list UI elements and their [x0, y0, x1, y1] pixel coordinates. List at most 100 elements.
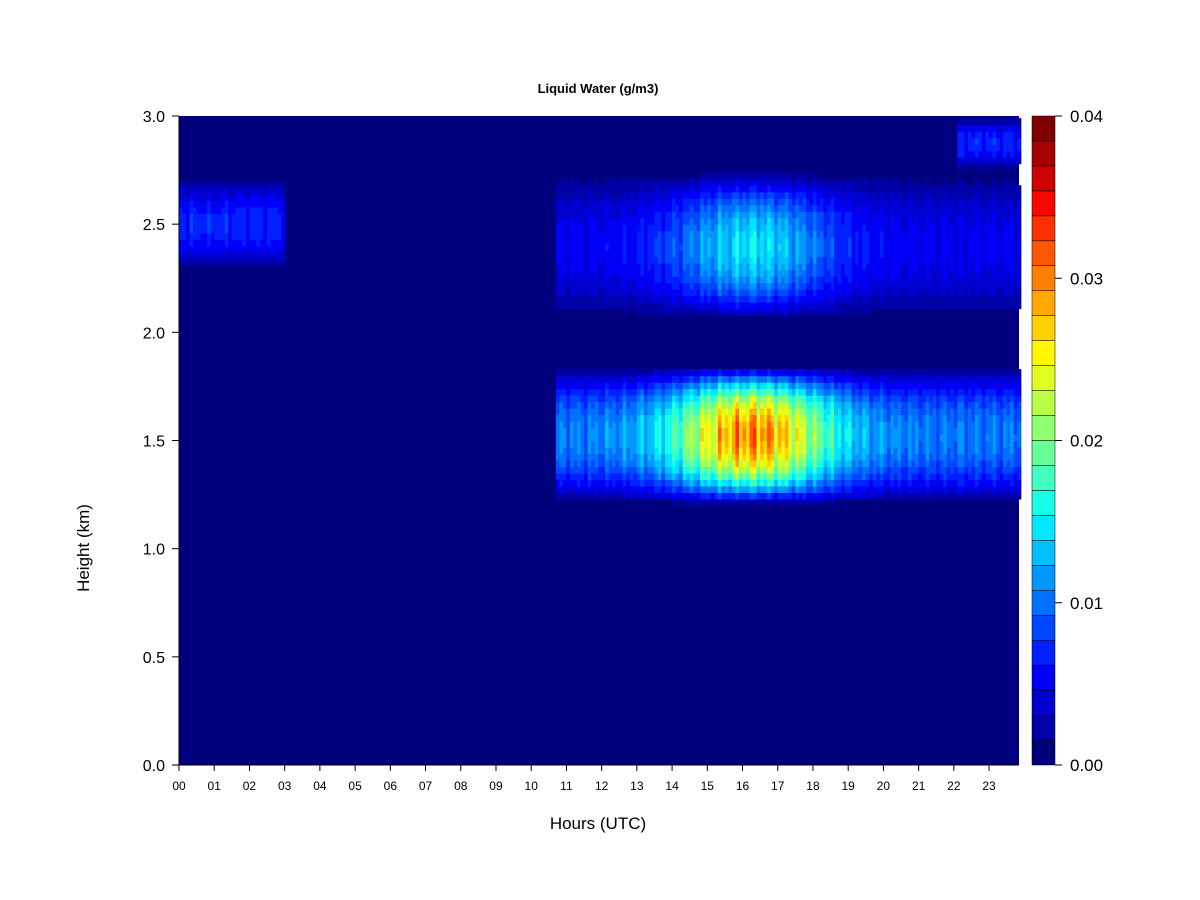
heatmap-cell	[569, 224, 575, 232]
heatmap-cell	[770, 466, 775, 474]
heatmap-cell	[932, 217, 937, 225]
heatmap-cell	[774, 492, 779, 500]
heatmap-cell	[559, 408, 564, 416]
heatmap-cell	[707, 237, 712, 245]
heatmap-cell	[608, 472, 613, 481]
heatmap-cell	[890, 302, 895, 310]
heatmap-cell	[721, 421, 726, 429]
heatmap-cell	[608, 243, 613, 251]
heatmap-cell	[640, 453, 645, 461]
heatmap-cell	[703, 472, 708, 481]
heatmap-cell	[263, 187, 268, 195]
heatmap-cell	[584, 217, 589, 225]
heatmap-cell	[974, 211, 980, 219]
heatmap-cell	[753, 388, 758, 396]
heatmap-cell	[619, 382, 624, 390]
heatmap-cell	[203, 258, 208, 266]
heatmap-cell	[982, 269, 987, 277]
heatmap-cell	[774, 224, 779, 232]
heatmap-cell	[830, 446, 835, 455]
heatmap-cell	[605, 421, 610, 429]
heatmap-cell	[742, 459, 747, 468]
heatmap-cell	[696, 427, 701, 435]
heatmap-cell	[834, 243, 839, 251]
heatmap-cell	[781, 427, 786, 435]
heatmap-cell	[915, 237, 920, 245]
heatmap-cell	[696, 224, 701, 232]
heatmap-cell	[594, 276, 599, 284]
heatmap-cell	[598, 414, 603, 422]
heatmap-cell	[823, 459, 828, 468]
heatmap-cell	[879, 198, 885, 206]
heatmap-cell	[629, 414, 634, 422]
heatmap-cell	[946, 191, 951, 199]
heatmap-cell	[915, 295, 920, 303]
heatmap-cell	[756, 382, 761, 390]
heatmap-cell	[830, 382, 835, 390]
heatmap-cell	[675, 434, 680, 442]
heatmap-cell	[238, 187, 243, 195]
heatmap-cell	[224, 180, 229, 188]
heatmap-cell	[731, 224, 737, 232]
heatmap-cell	[601, 434, 606, 442]
heatmap-cell	[555, 191, 560, 199]
heatmap-cell	[812, 224, 818, 232]
heatmap-cell	[735, 256, 740, 264]
heatmap-cell	[559, 269, 564, 277]
heatmap-cell	[679, 191, 684, 199]
heatmap-cell	[700, 237, 705, 245]
heatmap-cell	[798, 289, 803, 297]
heatmap-cell	[686, 211, 691, 219]
heatmap-cell	[834, 308, 839, 316]
heatmap-cell	[267, 252, 272, 260]
heatmap-cell	[562, 237, 568, 245]
heatmap-cell	[735, 395, 740, 403]
heatmap-cell	[598, 211, 603, 219]
heatmap-cell	[922, 295, 927, 303]
heatmap-cell	[978, 191, 983, 199]
heatmap-cell	[707, 191, 712, 199]
heatmap-cell	[686, 295, 691, 303]
heatmap-cell	[974, 256, 980, 264]
heatmap-cell	[918, 256, 923, 264]
heatmap-cell	[904, 230, 909, 238]
heatmap-cell	[256, 219, 261, 227]
heatmap-cell	[724, 421, 730, 429]
heatmap-cell	[700, 388, 705, 396]
heatmap-cell	[559, 302, 564, 310]
heatmap-cell	[1013, 263, 1018, 271]
heatmap-cell	[661, 421, 666, 429]
heatmap-cell	[591, 217, 596, 225]
heatmap-cell	[689, 453, 694, 461]
heatmap-cell	[749, 217, 754, 225]
heatmap-cell	[756, 243, 761, 251]
heatmap-cell	[672, 421, 677, 429]
heatmap-cell	[608, 466, 613, 474]
heatmap-cell	[591, 434, 596, 442]
heatmap-cell	[647, 204, 652, 212]
heatmap-cell	[654, 237, 659, 245]
heatmap-cell	[922, 191, 927, 199]
heatmap-cell	[189, 206, 194, 214]
heatmap-cell	[675, 230, 680, 238]
heatmap-cell	[629, 276, 634, 284]
heatmap-cell	[615, 198, 620, 206]
heatmap-cell	[675, 492, 680, 500]
heatmap-cell	[1003, 295, 1008, 303]
heatmap-cell	[643, 198, 649, 206]
heatmap-cell	[189, 258, 194, 266]
heatmap-cell	[911, 295, 916, 303]
heatmap-cell	[925, 198, 930, 206]
heatmap-cell	[555, 440, 560, 448]
heatmap-cell	[953, 185, 958, 193]
heatmap-cell	[890, 250, 895, 258]
heatmap-cell	[700, 498, 705, 506]
heatmap-cell	[834, 204, 839, 212]
heatmap-cell	[816, 198, 821, 206]
heatmap-cell	[777, 250, 782, 258]
heatmap-cell	[675, 395, 680, 403]
heatmap-cell	[703, 434, 708, 442]
heatmap-cell	[746, 295, 751, 303]
heatmap-cell	[584, 204, 589, 212]
heatmap-cell	[883, 191, 888, 199]
